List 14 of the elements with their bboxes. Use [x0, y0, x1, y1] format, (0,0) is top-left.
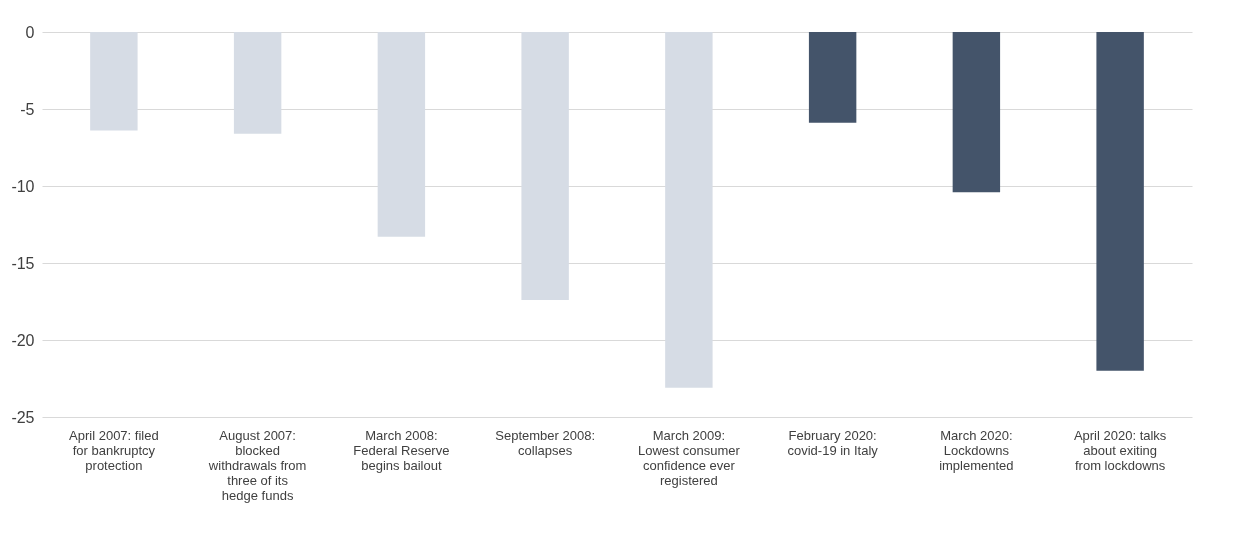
y-tick-label: -5 — [20, 100, 35, 118]
x-tick-label: April 2007: filed for bankruptcy protection — [69, 427, 159, 473]
x-tick-label: March 2009: Lowest consumer confidence ever registered — [637, 427, 741, 488]
x-tick-label: February 2020: covid-19 in Italy — [787, 427, 879, 458]
y-tick-label: -25 — [11, 408, 35, 426]
y-tick-label: 0 — [25, 23, 35, 41]
x-tick-label: August 2007: blocked withdrawals from three of its hedge funds — [207, 427, 307, 503]
y-tick-label: -10 — [11, 177, 35, 195]
x-tick-label: March 2020: Lockdowns implemented — [939, 427, 1014, 473]
x-tick-label: March 2008: Federal Reserve begins bailout — [353, 427, 450, 473]
y-tick-label: -20 — [11, 331, 35, 349]
x-tick-label: September 2008: collapses — [495, 427, 595, 458]
y-tick-label: -15 — [11, 254, 35, 272]
x-tick-label: April 2020: talks about exiting from lockdowns — [1073, 427, 1167, 473]
